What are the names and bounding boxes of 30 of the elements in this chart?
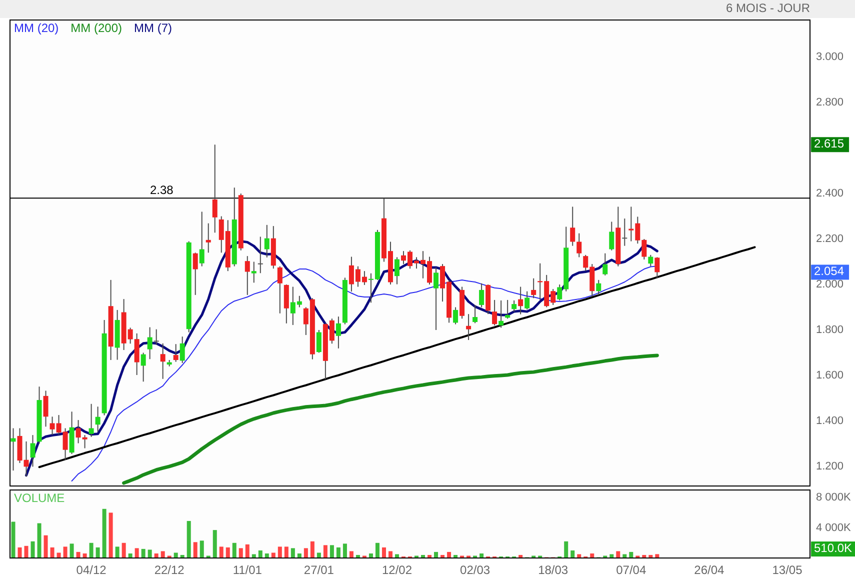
x-tick-label: 26/04	[694, 563, 725, 577]
y-tick-label: 2.400	[816, 187, 844, 200]
ref-line-label: 2.38	[150, 183, 174, 198]
y-tick-label: 1.400	[816, 414, 844, 427]
text: MM (20)	[14, 21, 59, 36]
text: MM (7)	[134, 21, 172, 36]
text: MM (200)	[70, 21, 122, 36]
y-tick-label: 2.800	[816, 96, 844, 108]
y-tick-label: 1.600	[816, 369, 844, 382]
x-tick-label: 12/02	[382, 563, 412, 577]
y-tick-label: 3.000	[816, 50, 844, 63]
x-tick-label: 22/12	[154, 563, 185, 577]
x-tick-label: 02/03	[460, 563, 490, 577]
chart-title: 6 MOIS - JOUR	[726, 1, 810, 16]
y-tick-label: 1.200	[816, 460, 844, 472]
annotation: 2.615	[814, 136, 844, 151]
y-tick-label: 4 000K	[816, 522, 852, 534]
y-tick-label: 1.800	[816, 324, 844, 336]
x-tick-label: 18/03	[538, 563, 568, 577]
y-tick-label: 8 000K	[816, 491, 852, 504]
text: 510.0K	[814, 541, 852, 556]
x-tick-label: 04/12	[76, 563, 107, 577]
x-tick-label: 27/01	[304, 563, 334, 577]
y-tick-label: 2.200	[816, 232, 844, 245]
x-tick-label: 13/05	[772, 563, 803, 577]
annotation: 2.054	[814, 264, 844, 278]
chart-title: VOLUME	[14, 491, 65, 506]
x-tick-label: 11/01	[232, 563, 262, 577]
y-tick-label: 2.000	[816, 278, 844, 290]
x-tick-label: 07/04	[616, 563, 646, 577]
